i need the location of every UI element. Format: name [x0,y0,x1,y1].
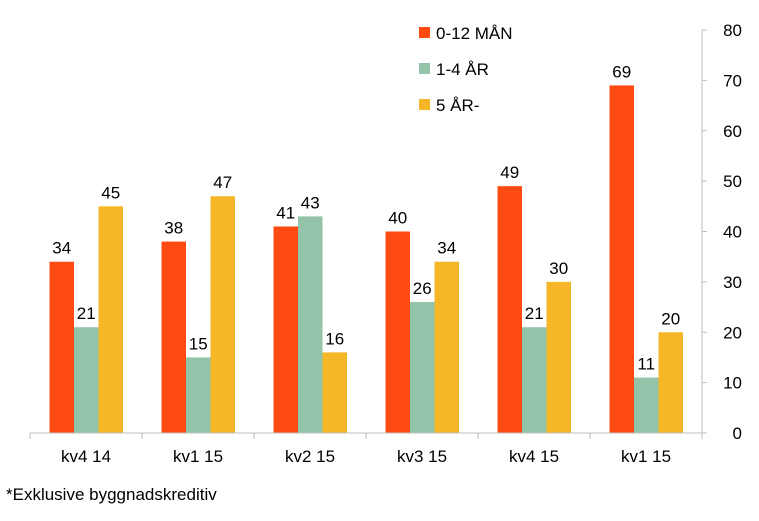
data-label: 43 [301,193,320,212]
bar [186,357,211,433]
legend-label: 0-12 MÅN [436,24,513,43]
data-label: 20 [661,309,680,328]
footnote: *Exklusive byggnadskreditiv [6,485,217,504]
data-label: 30 [549,259,568,278]
x-tick-label: kv1 15 [173,447,223,466]
bar [658,332,683,433]
data-label: 34 [437,239,456,258]
y-tick-label: 70 [723,71,742,90]
data-label: 15 [189,334,208,353]
y-tick-label: 30 [723,273,742,292]
y-tick-label: 50 [723,172,742,191]
legend: 0-12 MÅN 1-4 ÅR 5 ÅR- [419,24,513,115]
data-label: 34 [52,239,71,258]
x-tick-label: kv4 15 [509,447,559,466]
x-tick-label: kv4 14 [61,447,111,466]
x-tick-label: kv3 15 [397,447,447,466]
bar [74,327,99,433]
bars-group [49,85,683,433]
bar [410,302,435,433]
legend-swatch [419,27,430,38]
y-tick-label: 20 [723,323,742,342]
bar [49,261,74,433]
value-labels-group: 34 38 41 40 49 69 21 15 43 26 21 11 45 47 16 34 30 20 [52,62,680,373]
y-tick-label: 10 [723,374,742,393]
legend-label: 1-4 ÅR [436,60,489,79]
y-tick-label: 40 [723,223,742,242]
data-label: 45 [101,183,120,202]
bar [497,186,522,433]
bar [98,206,123,433]
data-label: 38 [164,219,183,238]
bar [210,196,235,433]
y-tick-label: 60 [723,122,742,141]
axes-group: kv4 14 kv1 15 kv2 15 kv3 15 kv4 15 kv1 15 0 10 2… [29,21,742,466]
bar [522,327,547,433]
data-label: 69 [612,62,631,81]
y-tick-label: 0 [733,424,742,443]
data-label: 40 [388,209,407,228]
data-label: 47 [213,173,232,192]
bar [322,352,347,433]
data-label: 26 [413,279,432,298]
data-label: 49 [500,163,519,182]
data-label: 41 [276,203,295,222]
legend-label: 5 ÅR- [436,96,479,115]
bar [385,231,410,433]
legend-swatch [419,99,430,110]
legend-swatch [419,63,430,74]
bar [634,377,659,433]
bar [609,85,634,433]
y-tick-label: 80 [723,21,742,40]
x-tick-label: kv1 15 [621,447,671,466]
x-tick-label: kv2 15 [285,447,335,466]
bar [161,241,186,433]
bar [434,261,459,433]
data-label: 11 [637,355,655,374]
bar [546,281,571,433]
data-label: 16 [325,329,344,348]
data-label: 21 [77,304,96,323]
data-label: 21 [525,304,544,323]
bar [298,216,323,433]
bar [273,226,298,433]
